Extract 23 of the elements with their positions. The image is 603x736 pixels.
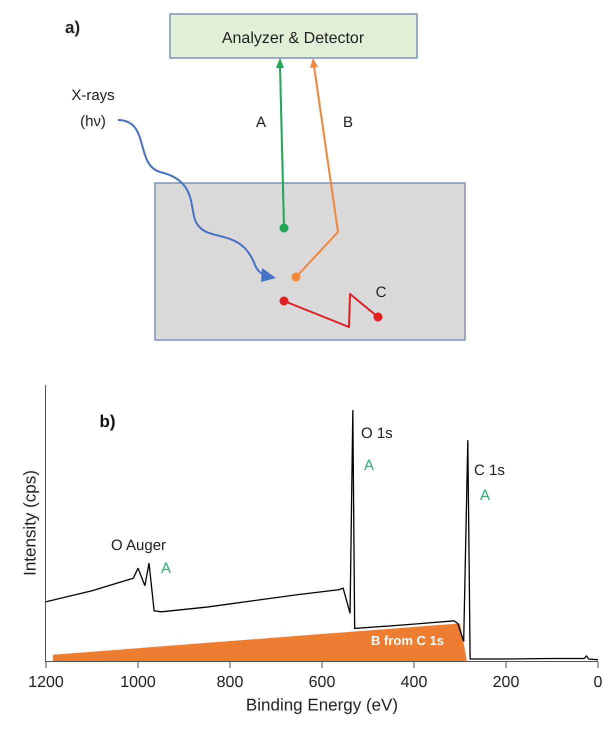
x-tick-label: 1200 bbox=[28, 674, 64, 692]
annotation: A bbox=[161, 560, 172, 577]
annotation: B from C 1s bbox=[371, 633, 444, 648]
y-axis-title: Intensity (cps) bbox=[20, 470, 40, 576]
annotation: C 1s bbox=[474, 462, 505, 479]
x-tick-label: 0 bbox=[594, 674, 603, 692]
text: C bbox=[376, 284, 387, 301]
text: Analyzer & Detector bbox=[222, 30, 365, 47]
text: B bbox=[342, 114, 354, 131]
annotation: A bbox=[480, 487, 490, 504]
x-tick-label: 200 bbox=[492, 674, 520, 692]
annotation: A bbox=[364, 457, 374, 474]
text: X-rays (hν) bbox=[71, 87, 115, 130]
x-tick-label: 1000 bbox=[120, 674, 156, 692]
x-tick-label: 600 bbox=[308, 674, 336, 692]
x-tick-label: 400 bbox=[400, 674, 428, 692]
x-tick-label: 800 bbox=[216, 674, 244, 692]
text: a) bbox=[65, 18, 80, 37]
annotation: O Auger bbox=[111, 537, 166, 554]
x-axis-title: Binding Energy (eV) bbox=[246, 696, 398, 715]
text: A bbox=[256, 114, 266, 131]
chart-title: b) bbox=[99, 412, 116, 431]
annotation: O 1s bbox=[361, 425, 393, 442]
